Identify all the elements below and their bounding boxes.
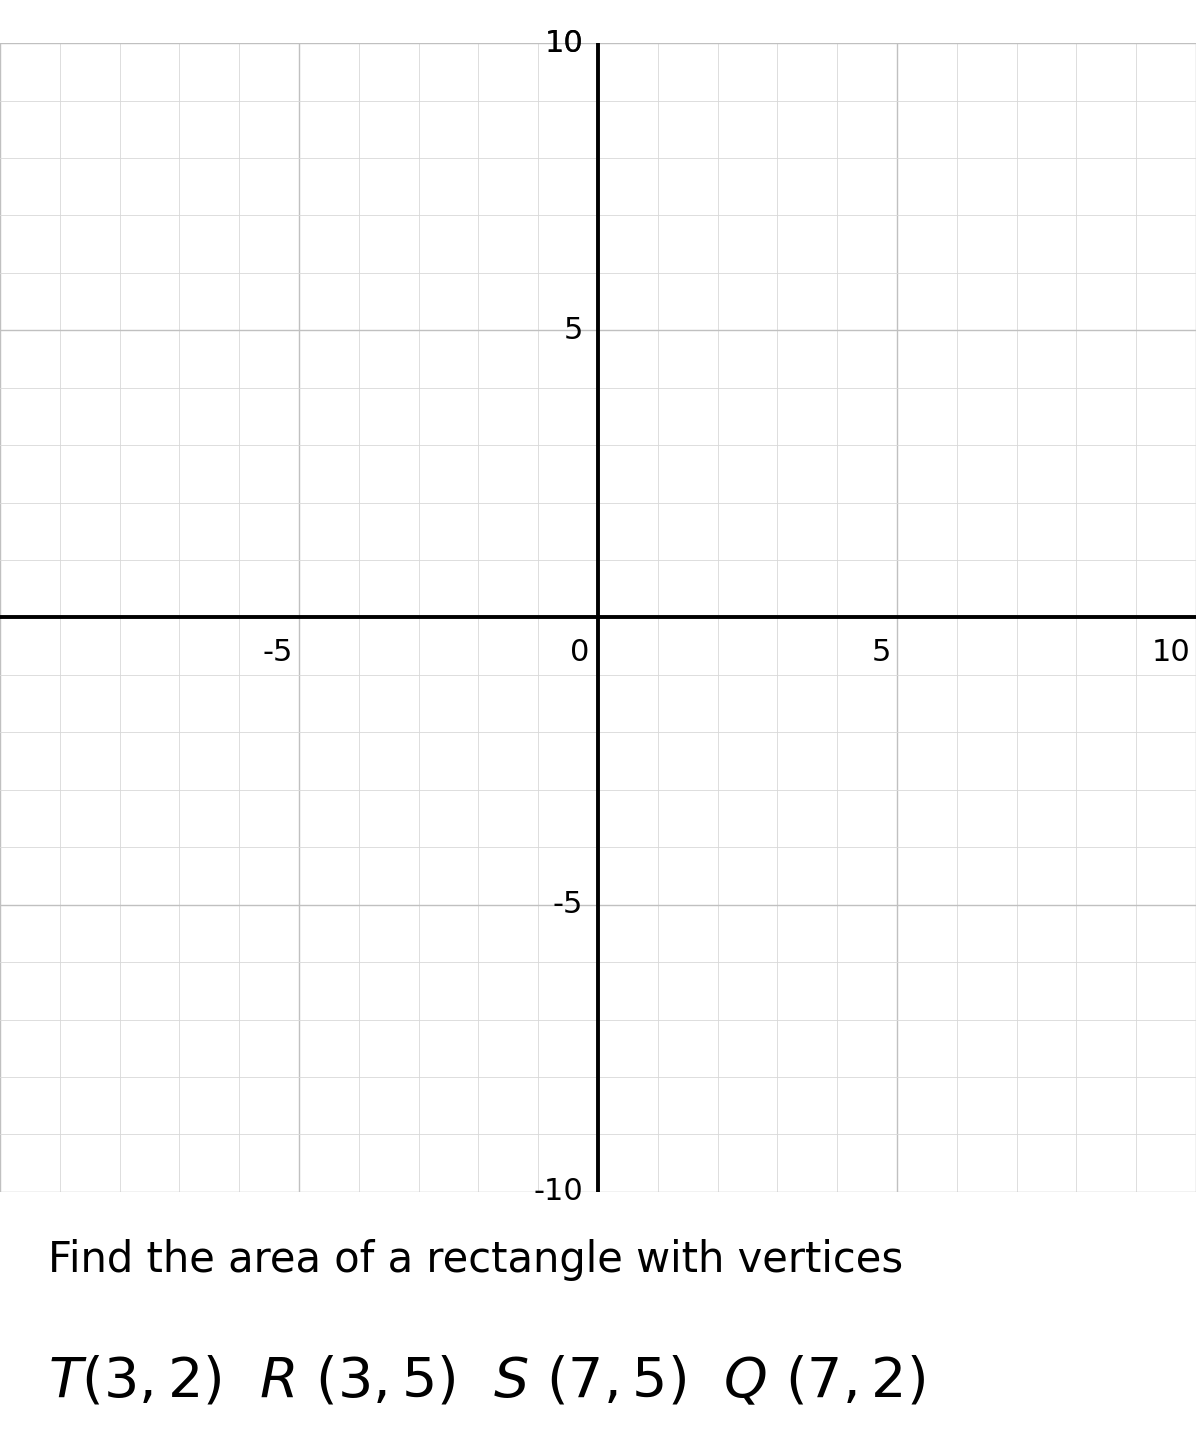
Text: $\it{T}$$(3, 2)$  $\it{R}$ $(3, 5)$  $\it{S}$ $(7, 5)$  $\it{Q}$ $(7, 2)$: $\it{T}$$(3, 2)$ $\it{R}$ $(3, 5)$ $\it{… xyxy=(48,1356,925,1409)
Text: 10: 10 xyxy=(1152,638,1190,666)
Text: 5: 5 xyxy=(563,316,582,345)
Text: -10: -10 xyxy=(533,1178,582,1206)
Text: 10: 10 xyxy=(544,29,582,57)
Text: -5: -5 xyxy=(553,890,582,919)
Text: 5: 5 xyxy=(872,638,891,666)
Text: -5: -5 xyxy=(263,638,293,666)
Text: 10: 10 xyxy=(544,29,582,57)
Text: Find the area of a rectangle with vertices: Find the area of a rectangle with vertic… xyxy=(48,1239,903,1281)
Text: 0: 0 xyxy=(569,638,588,666)
